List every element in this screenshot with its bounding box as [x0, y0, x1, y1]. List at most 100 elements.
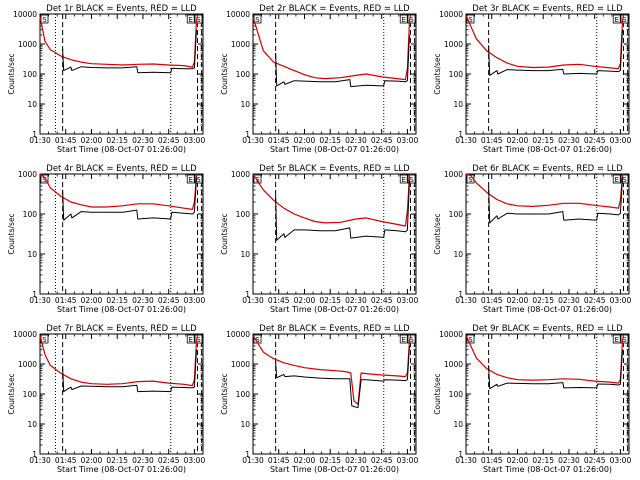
- y-axis-label: Counts/sec: [220, 373, 229, 414]
- y-tick-label: 100: [236, 390, 251, 399]
- x-tick-label: 02:00: [507, 296, 529, 305]
- interval-marker-label: S: [255, 16, 260, 24]
- plot-frame: [465, 333, 630, 455]
- interval-marker-label: S: [42, 176, 47, 184]
- interval-marker-label: E: [401, 336, 405, 344]
- x-tick-label: 02:00: [81, 456, 103, 465]
- y-tick-label: 10000: [13, 330, 37, 339]
- y-tick-label: 1: [458, 290, 463, 299]
- y-tick-label: 1: [458, 450, 463, 459]
- panel-title: Det 7r BLACK = Events, RED = LLD: [46, 324, 197, 334]
- x-axis-label: Start Time (08-Oct-07 01:26:00): [270, 465, 399, 474]
- interval-marker-label: S: [196, 336, 201, 344]
- detector-panel-2: Det 2r BLACK = Events, RED = LLD 1 10 100 10…: [220, 4, 418, 154]
- y-tick-label: 1000: [444, 170, 463, 179]
- interval-marker-box: [253, 174, 262, 184]
- x-axis-label: Start Time (08-Oct-07 01:26:00): [270, 145, 399, 154]
- x-tick-label: 02:00: [507, 136, 529, 145]
- lld-rate-line: [465, 335, 625, 384]
- y-tick-label: 10: [453, 100, 463, 109]
- x-tick-label: 03:00: [184, 456, 206, 465]
- y-tick-label: 1000: [18, 170, 37, 179]
- x-axis-label: Start Time (08-Oct-07 01:26:00): [57, 145, 186, 154]
- x-tick-label: 02:30: [132, 136, 154, 145]
- interval-marker-label: S: [622, 16, 627, 24]
- y-tick-label: 1000: [444, 40, 463, 49]
- interval-marker-label: S: [255, 336, 260, 344]
- x-tick-label: 02:15: [319, 296, 341, 305]
- y-tick-label: 10: [240, 420, 250, 429]
- interval-marker-label: E: [614, 336, 618, 344]
- interval-marker-box: [186, 14, 195, 24]
- x-tick-label: 02:30: [345, 136, 367, 145]
- interval-marker-label: S: [409, 176, 414, 184]
- interval-marker-box: [407, 334, 416, 344]
- events-rate-line: [275, 180, 410, 241]
- lld-rate-line: [39, 173, 199, 210]
- y-tick-label: 1: [32, 290, 37, 299]
- x-axis-label: Start Time (08-Oct-07 01:26:00): [270, 305, 399, 314]
- x-tick-label: 01:45: [268, 136, 290, 145]
- panel-title: Det 5r BLACK = Events, RED = LLD: [259, 164, 410, 174]
- x-tick-label: 01:45: [55, 456, 77, 465]
- y-tick-label: 1: [32, 130, 37, 139]
- x-tick-label: 01:45: [481, 296, 503, 305]
- events-rate-line: [488, 349, 623, 390]
- panel-title: Det 1r BLACK = Events, RED = LLD: [46, 4, 197, 14]
- detector-panel-8: Det 8r BLACK = Events, RED = LLD 1 10 100 10…: [220, 324, 418, 474]
- y-tick-label: 10: [27, 100, 37, 109]
- interval-marker-box: [186, 174, 195, 184]
- x-tick-label: 01:45: [481, 136, 503, 145]
- x-axis-label: Start Time (08-Oct-07 01:26:00): [57, 465, 186, 474]
- x-tick-label: 01:30: [242, 136, 264, 145]
- x-tick-label: 03:00: [610, 296, 632, 305]
- x-tick-label: 01:45: [481, 456, 503, 465]
- x-tick-label: 02:30: [558, 296, 580, 305]
- y-tick-label: 100: [449, 70, 464, 79]
- interval-marker-label: E: [188, 176, 192, 184]
- x-tick-label: 02:30: [558, 136, 580, 145]
- lld-rate-line: [465, 15, 625, 70]
- interval-marker-label: S: [255, 176, 260, 184]
- interval-marker-box: [399, 14, 408, 24]
- interval-marker-label: S: [42, 16, 47, 24]
- lld-rate-line: [39, 15, 199, 68]
- interval-marker-label: S: [622, 176, 627, 184]
- y-axis-label: Counts/sec: [433, 53, 442, 94]
- interval-marker-box: [407, 174, 416, 184]
- interval-marker-box: [620, 174, 629, 184]
- events-rate-line: [488, 177, 623, 224]
- x-tick-label: 01:45: [268, 456, 290, 465]
- detector-panel-9: Det 9r BLACK = Events, RED = LLD 1 10 100 10…: [433, 324, 631, 474]
- events-rate-line: [488, 29, 623, 76]
- x-tick-label: 01:30: [242, 296, 264, 305]
- x-tick-label: 01:30: [29, 136, 51, 145]
- y-axis-label: Counts/sec: [220, 213, 229, 254]
- interval-marker-box: [194, 14, 203, 24]
- y-tick-label: 100: [236, 70, 251, 79]
- x-tick-label: 01:45: [55, 136, 77, 145]
- y-tick-label: 1000: [18, 40, 37, 49]
- interval-marker-label: E: [401, 176, 405, 184]
- x-tick-label: 02:15: [106, 136, 128, 145]
- plot-frame: [465, 173, 630, 295]
- interval-marker-box: [612, 174, 621, 184]
- y-axis-label: Counts/sec: [433, 213, 442, 254]
- x-tick-label: 02:45: [584, 296, 606, 305]
- y-tick-label: 100: [236, 210, 251, 219]
- x-tick-label: 01:45: [268, 296, 290, 305]
- events-rate-line: [62, 29, 197, 74]
- interval-marker-label: S: [468, 16, 473, 24]
- x-tick-label: 02:30: [345, 296, 367, 305]
- panel-title: Det 2r BLACK = Events, RED = LLD: [259, 4, 410, 14]
- y-tick-label: 10000: [439, 10, 463, 19]
- interval-marker-box: [40, 174, 49, 184]
- y-tick-label: 100: [23, 390, 38, 399]
- interval-marker-box: [620, 334, 629, 344]
- x-tick-label: 02:00: [81, 136, 103, 145]
- y-tick-label: 1: [245, 290, 250, 299]
- x-tick-label: 02:15: [532, 456, 554, 465]
- y-tick-label: 100: [23, 210, 38, 219]
- x-tick-label: 02:45: [371, 136, 393, 145]
